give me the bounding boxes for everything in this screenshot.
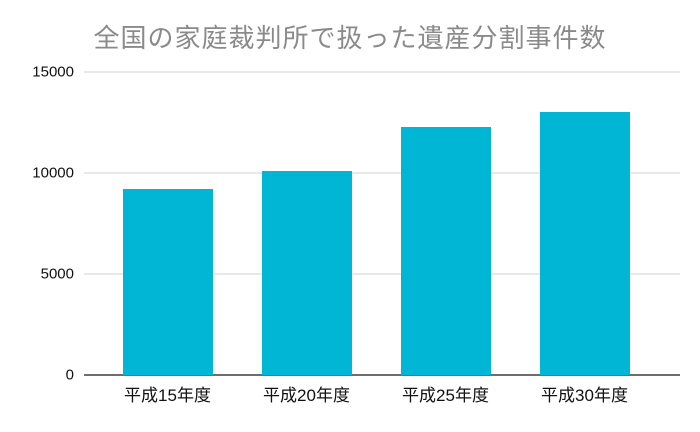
chart-title: 全国の家庭裁判所で扱った遺産分割事件数 <box>93 24 607 54</box>
y-axis-labels: 0 5000 10000 15000 <box>0 64 74 384</box>
x-axis-baseline <box>84 374 680 376</box>
bar-平成15年度 <box>122 189 213 375</box>
y-tick-label: 5000 <box>40 265 74 283</box>
y-tick-label: 15000 <box>32 63 74 81</box>
y-tick-label: 0 <box>65 366 74 384</box>
bar-slot <box>237 72 376 375</box>
bars-row <box>84 72 680 375</box>
x-axis-label: 平成25年度 <box>402 386 489 405</box>
gridline <box>84 71 680 73</box>
x-axis-label: 平成30年度 <box>541 386 628 405</box>
bar-slot <box>376 72 515 375</box>
x-axis-label: 平成20年度 <box>263 386 350 405</box>
gridline <box>84 273 680 275</box>
x-axis-labels: 平成15年度 平成20年度 平成25年度 平成30年度 <box>84 381 680 406</box>
y-tick-label: 10000 <box>32 164 74 182</box>
bar-slot <box>515 72 654 375</box>
bar-平成25年度 <box>400 126 491 375</box>
bar-平成30年度 <box>539 112 630 375</box>
plot-area <box>84 71 680 376</box>
bar-slot <box>98 72 237 375</box>
x-axis-label: 平成15年度 <box>124 386 211 405</box>
gridline <box>84 172 680 174</box>
bar-平成20年度 <box>261 170 352 375</box>
